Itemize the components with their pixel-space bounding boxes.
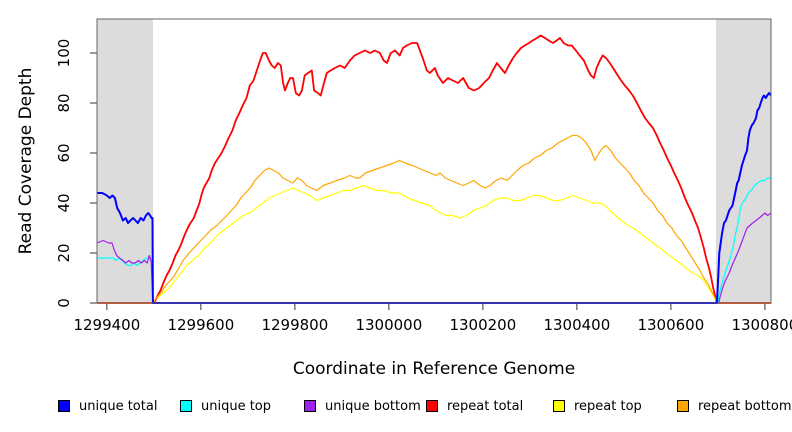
x-tick-label: 1300600 bbox=[637, 316, 705, 334]
legend-item-repeat-total: repeat total bbox=[426, 398, 523, 414]
legend-item-unique-total: unique total bbox=[58, 398, 157, 414]
legend-label: unique bottom bbox=[325, 398, 421, 414]
legend-item-unique-bottom: unique bottom bbox=[304, 398, 421, 414]
x-tick-label: 1300200 bbox=[449, 316, 517, 334]
legend-label: unique top bbox=[201, 398, 272, 414]
y-tick-label: 60 bbox=[55, 143, 73, 163]
legend-label: unique total bbox=[79, 398, 158, 414]
legend-swatch-icon bbox=[426, 400, 438, 412]
y-tick-label: 40 bbox=[55, 193, 73, 213]
legend-label: repeat top bbox=[574, 398, 642, 414]
x-tick-label: 1299600 bbox=[167, 316, 235, 334]
legend-item-repeat-top: repeat top bbox=[553, 398, 642, 414]
series-repeat-top bbox=[97, 184, 771, 304]
x-axis-title: Coordinate in Reference Genome bbox=[292, 359, 576, 379]
x-tick-label: 1300000 bbox=[355, 316, 423, 334]
x-tick-label: 1299800 bbox=[261, 316, 329, 334]
legend-label: repeat total bbox=[447, 398, 524, 414]
legend-swatch-icon bbox=[677, 400, 689, 412]
series-unique-total bbox=[97, 92, 772, 304]
legend-swatch-icon bbox=[553, 400, 565, 412]
plot-border bbox=[96, 18, 772, 304]
series-repeat-bottom bbox=[97, 134, 771, 304]
shaded-region-left bbox=[97, 19, 153, 303]
legend-swatch-icon bbox=[58, 400, 70, 412]
x-tick-label: 1299400 bbox=[73, 316, 141, 334]
legend-swatch-icon bbox=[180, 400, 192, 412]
y-tick-label: 80 bbox=[55, 93, 73, 113]
y-axis-title: Read Coverage Depth bbox=[16, 67, 36, 255]
y-tick-label: 0 bbox=[55, 298, 73, 308]
legend-swatch-icon bbox=[304, 400, 316, 412]
x-tick-label: 1300800 bbox=[731, 316, 792, 334]
legend-label: repeat bottom bbox=[698, 398, 792, 414]
legend-item-repeat-bottom: repeat bottom bbox=[677, 398, 792, 414]
y-tick-label: 100 bbox=[55, 38, 73, 68]
y-tick-label: 20 bbox=[55, 243, 73, 263]
series-unique-top bbox=[97, 177, 771, 304]
legend-item-unique-top: unique top bbox=[180, 398, 271, 414]
series-repeat-total bbox=[97, 34, 771, 304]
x-tick-label: 1300400 bbox=[543, 316, 611, 334]
